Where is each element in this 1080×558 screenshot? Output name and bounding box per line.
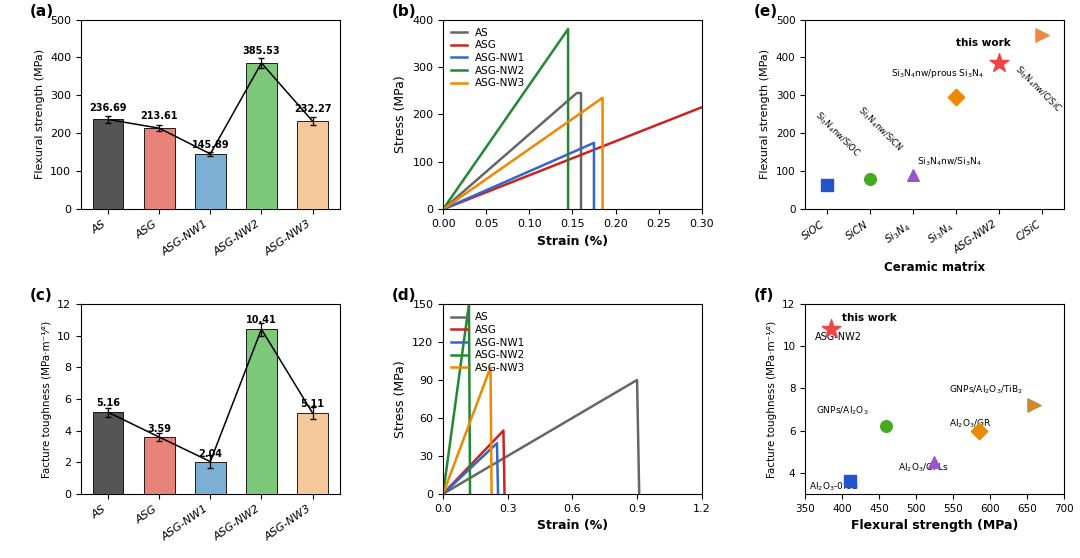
Text: (f): (f) xyxy=(754,288,773,304)
Text: this work: this work xyxy=(956,38,1011,48)
Y-axis label: Stress (MPa): Stress (MPa) xyxy=(394,75,407,153)
Y-axis label: Flexural strength (MPa): Flexural strength (MPa) xyxy=(35,49,44,180)
Point xyxy=(878,422,895,431)
Point xyxy=(822,325,839,334)
Text: this work: this work xyxy=(842,313,896,323)
Text: 213.61: 213.61 xyxy=(140,112,178,122)
Point xyxy=(947,93,964,102)
Text: (a): (a) xyxy=(29,4,53,19)
Text: (c): (c) xyxy=(29,288,52,304)
Bar xyxy=(195,461,226,494)
Legend: AS, ASG, ASG-NW1, ASG-NW2, ASG-NW3: AS, ASG, ASG-NW1, ASG-NW2, ASG-NW3 xyxy=(448,309,529,376)
Bar xyxy=(144,437,175,494)
Bar xyxy=(93,412,123,494)
Point xyxy=(818,180,835,189)
Legend: AS, ASG, ASG-NW1, ASG-NW2, ASG-NW3: AS, ASG, ASG-NW1, ASG-NW2, ASG-NW3 xyxy=(448,25,529,92)
Text: GNPs/Al$_2$O$_3$/TiB$_2$: GNPs/Al$_2$O$_3$/TiB$_2$ xyxy=(949,384,1023,396)
Y-axis label: Flexural strength (MPa): Flexural strength (MPa) xyxy=(760,49,770,180)
Text: 385.53: 385.53 xyxy=(243,46,280,56)
Text: 2.04: 2.04 xyxy=(199,449,222,459)
Text: Si$_3$N$_4$nw/SiCN: Si$_3$N$_4$nw/SiCN xyxy=(854,104,905,154)
Text: Si$_3$N$_4$nw/C/SiC: Si$_3$N$_4$nw/C/SiC xyxy=(1012,63,1064,115)
Text: Si$_3$N$_4$nw/prous Si$_3$N$_4$: Si$_3$N$_4$nw/prous Si$_3$N$_4$ xyxy=(891,68,984,80)
Text: (e): (e) xyxy=(754,4,778,19)
Point xyxy=(990,59,1008,68)
Bar xyxy=(195,154,226,209)
Text: Al$_2$O$_3$/GR: Al$_2$O$_3$/GR xyxy=(949,417,991,430)
Y-axis label: Facture toughness (MPa·m⁻¹⁄²): Facture toughness (MPa·m⁻¹⁄²) xyxy=(42,320,52,478)
Text: Si$_3$N$_4$nw/SiOC: Si$_3$N$_4$nw/SiOC xyxy=(812,109,862,160)
Text: GNPs/Al$_2$O$_3$: GNPs/Al$_2$O$_3$ xyxy=(816,405,868,417)
Text: ASG-NW2: ASG-NW2 xyxy=(814,332,862,342)
Text: Al$_2$O$_3$/GPLs: Al$_2$O$_3$/GPLs xyxy=(897,461,948,474)
Bar xyxy=(144,128,175,209)
Text: 232.27: 232.27 xyxy=(294,104,332,114)
Point xyxy=(970,426,987,435)
Text: Al$_2$O$_3$-0.6G: Al$_2$O$_3$-0.6G xyxy=(809,480,859,493)
Text: 3.59: 3.59 xyxy=(147,424,172,434)
X-axis label: Strain (%): Strain (%) xyxy=(537,234,608,248)
Point xyxy=(904,171,921,180)
Text: 236.69: 236.69 xyxy=(90,103,126,113)
Bar xyxy=(93,119,123,209)
X-axis label: Flexural strength (MPa): Flexural strength (MPa) xyxy=(851,519,1018,532)
Text: (d): (d) xyxy=(391,288,416,304)
Bar xyxy=(297,121,328,209)
Point xyxy=(861,175,878,184)
Y-axis label: Facture toughness (MPa·m⁻¹⁄²): Facture toughness (MPa·m⁻¹⁄²) xyxy=(767,320,777,478)
Bar xyxy=(246,63,276,209)
Text: Si$_3$N$_4$nw/Si$_3$N$_4$: Si$_3$N$_4$nw/Si$_3$N$_4$ xyxy=(917,155,982,167)
Text: 145.89: 145.89 xyxy=(191,140,229,150)
Bar xyxy=(246,329,276,494)
Text: 5.11: 5.11 xyxy=(300,399,325,409)
Bar xyxy=(297,413,328,494)
X-axis label: Strain (%): Strain (%) xyxy=(537,519,608,532)
Point xyxy=(841,477,859,485)
Point xyxy=(926,458,943,466)
Text: 5.16: 5.16 xyxy=(96,398,120,408)
Point xyxy=(1026,401,1043,410)
Point xyxy=(1034,30,1051,39)
Text: (b): (b) xyxy=(391,4,416,19)
Y-axis label: Stress (MPa): Stress (MPa) xyxy=(394,360,407,438)
Text: 10.41: 10.41 xyxy=(246,315,276,325)
X-axis label: Ceramic matrix: Ceramic matrix xyxy=(883,262,985,275)
